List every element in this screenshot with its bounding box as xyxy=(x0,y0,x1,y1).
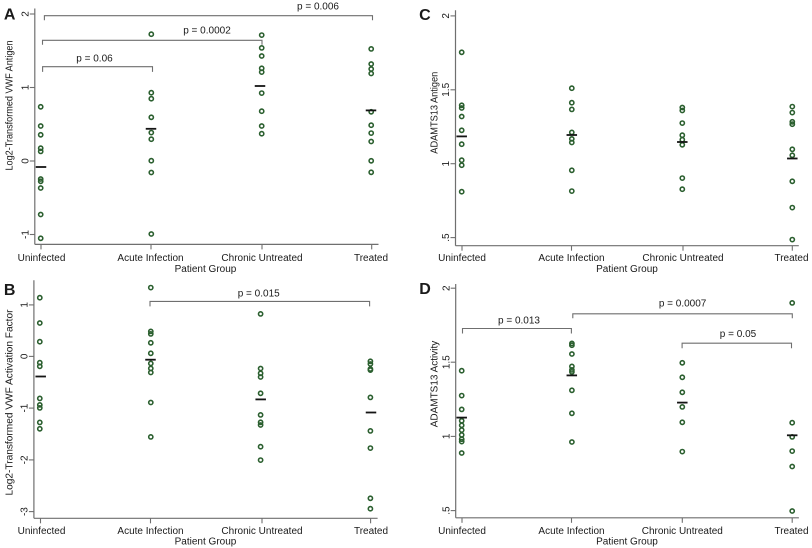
svg-text:Treated: Treated xyxy=(774,526,808,537)
svg-text:2: 2 xyxy=(441,13,452,19)
svg-text:p = 0.006: p = 0.006 xyxy=(297,2,339,13)
svg-text:Acute Infection: Acute Infection xyxy=(538,526,604,537)
svg-text:Uninfected: Uninfected xyxy=(18,253,66,264)
svg-text:-1: -1 xyxy=(20,403,31,412)
svg-text:Log2-Transformed VWF Activatio: Log2-Transformed VWF Activation Factor xyxy=(4,309,15,496)
svg-text:C: C xyxy=(419,7,431,24)
svg-text:Patient Group: Patient Group xyxy=(175,264,237,275)
svg-text:1: 1 xyxy=(441,160,452,166)
svg-text:Treated: Treated xyxy=(774,253,808,264)
svg-text:1: 1 xyxy=(21,84,32,90)
svg-text:Patient Group: Patient Group xyxy=(596,537,658,548)
svg-text:p = 0.06: p = 0.06 xyxy=(76,54,113,65)
svg-text:B: B xyxy=(4,282,16,299)
svg-text:p = 0.013: p = 0.013 xyxy=(498,316,540,327)
svg-text:Treated: Treated xyxy=(354,253,388,264)
svg-text:p = 0.05: p = 0.05 xyxy=(720,329,757,340)
svg-text:Patient Group: Patient Group xyxy=(175,537,237,548)
svg-text:-3: -3 xyxy=(20,507,31,516)
svg-text:Acute Infection: Acute Infection xyxy=(117,253,183,264)
svg-text:Uninfected: Uninfected xyxy=(438,526,486,537)
svg-text:ADAMTS13 Activity: ADAMTS13 Activity xyxy=(429,341,440,428)
svg-text:Patient Group: Patient Group xyxy=(596,264,658,275)
svg-text:0: 0 xyxy=(21,158,32,164)
svg-text:A: A xyxy=(4,7,16,24)
svg-text:Log2-Transformed VWF Antigen: Log2-Transformed VWF Antigen xyxy=(4,41,15,171)
svg-text:ADAMTS13 Antigen: ADAMTS13 Antigen xyxy=(429,72,440,154)
svg-text:p = 0.0007: p = 0.0007 xyxy=(659,299,707,310)
svg-text:-2: -2 xyxy=(20,455,31,464)
svg-text:Acute Infection: Acute Infection xyxy=(538,253,604,264)
svg-text:0: 0 xyxy=(20,353,31,359)
svg-text:2: 2 xyxy=(441,285,452,291)
svg-text:2: 2 xyxy=(21,11,32,17)
svg-text:-1: -1 xyxy=(21,230,32,239)
svg-text:.5: .5 xyxy=(441,233,452,242)
svg-text:.5: .5 xyxy=(441,506,452,515)
svg-text:Chronic Untreated: Chronic Untreated xyxy=(642,526,723,537)
svg-text:D: D xyxy=(419,281,431,298)
svg-text:Uninfected: Uninfected xyxy=(18,526,66,537)
svg-text:Acute Infection: Acute Infection xyxy=(117,526,183,537)
svg-text:p = 0.0002: p = 0.0002 xyxy=(183,26,231,37)
svg-text:Treated: Treated xyxy=(354,526,388,537)
svg-text:Uninfected: Uninfected xyxy=(438,253,486,264)
svg-text:1: 1 xyxy=(20,302,31,308)
svg-text:1.5: 1.5 xyxy=(441,355,452,369)
svg-text:p = 0.015: p = 0.015 xyxy=(238,289,280,300)
svg-text:Chronic Untreated: Chronic Untreated xyxy=(642,253,723,264)
svg-text:Chronic Untreated: Chronic Untreated xyxy=(221,253,302,264)
svg-text:1: 1 xyxy=(441,433,452,439)
svg-text:Chronic Untreated: Chronic Untreated xyxy=(221,526,302,537)
svg-text:1.5: 1.5 xyxy=(441,82,452,96)
